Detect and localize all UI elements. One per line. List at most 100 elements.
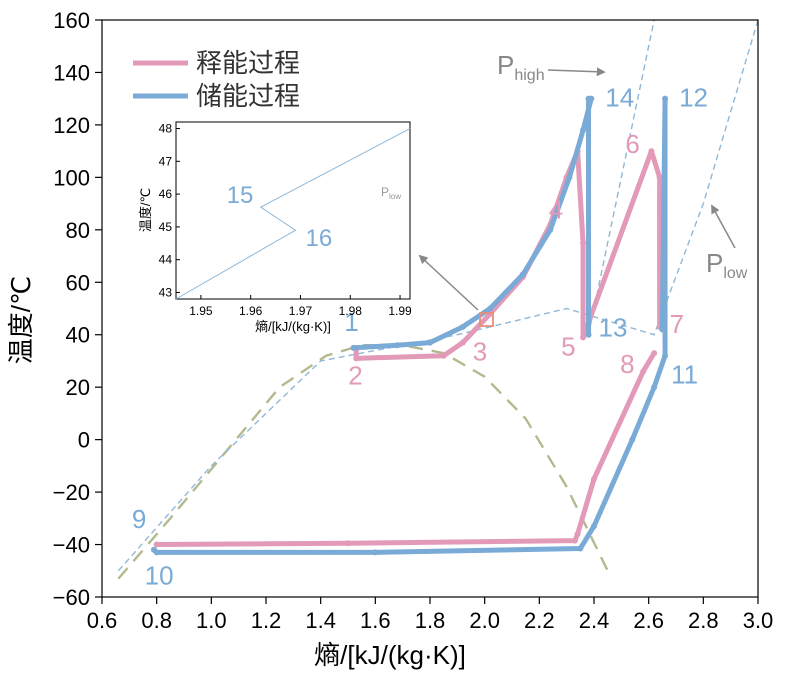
inset-y-label: 温度/℃ bbox=[138, 188, 153, 232]
y-tick-label: 140 bbox=[53, 60, 90, 85]
point-label-14: 14 bbox=[605, 83, 634, 113]
series-point bbox=[372, 549, 379, 556]
series-point bbox=[656, 174, 663, 181]
series-point bbox=[662, 352, 669, 359]
point-label-8: 8 bbox=[620, 349, 634, 379]
series-point bbox=[580, 334, 587, 341]
y-tick-label: 120 bbox=[53, 113, 90, 138]
x-tick-label: 2.8 bbox=[688, 608, 719, 633]
point-label-2: 2 bbox=[348, 360, 362, 390]
point-label-5: 5 bbox=[561, 331, 575, 361]
x-axis-label: 熵/[kJ/(kg·K)] bbox=[314, 640, 466, 670]
x-tick-label: 1.6 bbox=[360, 608, 391, 633]
y-ticks: −60 −40 −20 0 20 40 60 80 100 120 140 160 bbox=[53, 8, 102, 610]
series-storage bbox=[151, 96, 668, 555]
x-tick-label: 1.0 bbox=[196, 608, 227, 633]
series-point bbox=[345, 540, 351, 547]
inset-y-tick-label: 46 bbox=[159, 187, 173, 201]
series-point bbox=[153, 541, 160, 548]
inset-x-tick-label: 1.95 bbox=[189, 304, 213, 318]
y-axis-label: 温度/℃ bbox=[6, 276, 36, 364]
series-point bbox=[350, 344, 357, 351]
x-tick-label: 1.8 bbox=[415, 608, 446, 633]
y-tick-label: 40 bbox=[66, 323, 90, 348]
series-point bbox=[566, 174, 573, 181]
phigh-main: P bbox=[497, 50, 514, 80]
series-point bbox=[591, 475, 597, 482]
series-point bbox=[585, 331, 592, 338]
isobar-high-line bbox=[587, 19, 655, 335]
y-tick-label: −40 bbox=[53, 533, 90, 558]
point-label-6: 6 bbox=[625, 129, 639, 159]
inset-line bbox=[175, 128, 411, 300]
point-label-3: 3 bbox=[473, 337, 487, 367]
y-tick-label: 0 bbox=[78, 428, 90, 453]
svg-text:Phigh: Phigh bbox=[497, 50, 545, 84]
inset-x-tick-label: 1.96 bbox=[239, 304, 263, 318]
plow-sub: low bbox=[723, 265, 747, 282]
saturation-dome bbox=[117, 344, 609, 580]
dome-curve bbox=[117, 344, 609, 580]
inset-chart: 1.95 1.96 1.97 1.98 1.99 43 44 45 46 47 48 15 16 熵/[… bbox=[138, 121, 412, 334]
zoom-marker bbox=[479, 312, 494, 327]
series-point bbox=[427, 339, 433, 346]
series-point bbox=[580, 127, 587, 134]
x-tick-label: 2.0 bbox=[469, 608, 500, 633]
y-tick-label: −20 bbox=[53, 480, 90, 505]
series-point bbox=[487, 305, 494, 312]
series-point bbox=[659, 326, 666, 333]
svg-text:Plow: Plow bbox=[381, 185, 401, 201]
series-point bbox=[574, 531, 581, 538]
x-tick-label: 0.8 bbox=[141, 608, 172, 633]
inset-x-tick-label: 1.99 bbox=[388, 304, 412, 318]
inset-x-tick-label: 1.97 bbox=[289, 304, 313, 318]
series-point bbox=[591, 523, 597, 530]
point-label-9: 9 bbox=[132, 504, 146, 534]
series-point bbox=[648, 148, 655, 155]
x-tick-label: 1.4 bbox=[305, 608, 336, 633]
series-point bbox=[459, 323, 466, 330]
series-point bbox=[571, 537, 578, 544]
y-tick-label: −60 bbox=[53, 585, 90, 610]
inset-x-tick-label: 1.98 bbox=[339, 304, 363, 318]
y-tick-label: 160 bbox=[53, 8, 90, 33]
inset-content: 1.95 1.96 1.97 1.98 1.99 43 44 45 46 47 48 15 16 bbox=[159, 122, 412, 318]
y-tick-label: 20 bbox=[66, 375, 90, 400]
x-tick-label: 1.2 bbox=[251, 608, 282, 633]
inset-point-label-16: 16 bbox=[305, 225, 332, 252]
isobar-lines bbox=[117, 19, 759, 572]
series-point bbox=[640, 368, 647, 375]
x-ticks: 0.6 0.8 1.0 1.2 1.4 1.6 1.8 2.0 2.2 2.4 2.6 2.8 3.0 bbox=[87, 597, 773, 633]
series-release bbox=[154, 350, 657, 548]
series-point bbox=[580, 239, 587, 246]
series-point bbox=[651, 350, 658, 357]
point-label-4: 4 bbox=[549, 195, 563, 225]
legend-label-release: 释能过程 bbox=[196, 48, 300, 78]
isobar-label-low: Plow bbox=[706, 204, 748, 282]
x-tick-label: 2.2 bbox=[524, 608, 555, 633]
y-tick-label: 60 bbox=[66, 270, 90, 295]
inset-y-tick-label: 45 bbox=[159, 220, 173, 234]
zoom-arrow bbox=[418, 254, 479, 311]
inset-y-tick-label: 47 bbox=[159, 154, 173, 168]
point-label-1: 1 bbox=[344, 307, 358, 337]
point-label-12: 12 bbox=[679, 83, 708, 113]
series-point bbox=[651, 384, 658, 391]
x-tick-label: 2.6 bbox=[633, 608, 664, 633]
x-tick-label: 2.4 bbox=[579, 608, 610, 633]
legend-label-storage: 储能过程 bbox=[196, 81, 300, 111]
series-point bbox=[394, 342, 401, 349]
legend: 释能过程 储能过程 bbox=[133, 48, 300, 111]
isobar-label-high: Phigh bbox=[497, 50, 606, 84]
phigh-sub: high bbox=[514, 67, 544, 84]
series-point bbox=[662, 95, 669, 102]
series-point bbox=[547, 226, 554, 233]
point-label-13: 13 bbox=[599, 313, 628, 343]
inset-y-tick-label: 44 bbox=[159, 253, 173, 267]
inset-plow-sub: low bbox=[389, 192, 401, 201]
inset-x-label: 熵/[kJ/(kg·K)] bbox=[255, 319, 331, 334]
series-point bbox=[577, 545, 584, 552]
inset-frame bbox=[175, 121, 411, 300]
svg-text:Plow: Plow bbox=[706, 248, 748, 282]
series-point bbox=[353, 355, 360, 362]
